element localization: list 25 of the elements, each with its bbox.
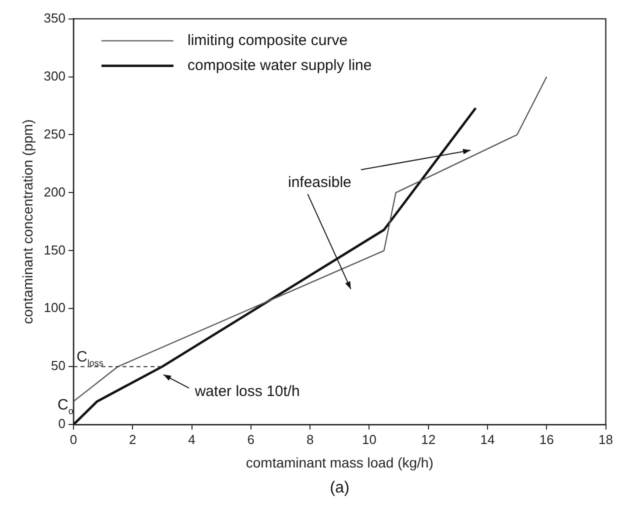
- y-tick-label: 300: [44, 68, 66, 84]
- y-tick-label: 100: [44, 300, 66, 316]
- legend-label: composite water supply line: [187, 56, 372, 74]
- y-tick-label: 250: [44, 126, 66, 142]
- x-tick-label: 2: [129, 432, 136, 447]
- y-tick-label: 200: [44, 184, 66, 200]
- text: (a): [330, 479, 350, 496]
- y-tick-label: 150: [44, 242, 66, 258]
- x-tick-label: 18: [598, 432, 614, 447]
- legend-label: limiting composite curve: [187, 32, 348, 49]
- x-tick-label: 16: [539, 432, 554, 447]
- x-tick-label: 12: [421, 432, 436, 447]
- x-tick-label: 6: [247, 432, 255, 447]
- x-tick-label: 4: [188, 432, 196, 447]
- y-axis-title: contaminant concentration (ppm): [19, 119, 36, 324]
- y-tick-label: 0: [58, 416, 66, 432]
- x-tick-label: 14: [480, 432, 495, 447]
- annotation: water loss 10t/h: [194, 383, 300, 400]
- annotation: infeasible: [288, 174, 352, 192]
- y-tick-label: 50: [51, 358, 66, 374]
- x-tick-label: 0: [70, 432, 78, 447]
- y-tick-label: 350: [44, 10, 66, 26]
- x-axis-title: comtaminant mass load (kg/h): [246, 454, 434, 470]
- x-tick-label: 10: [362, 432, 376, 447]
- x-tick-label: 8: [306, 432, 314, 447]
